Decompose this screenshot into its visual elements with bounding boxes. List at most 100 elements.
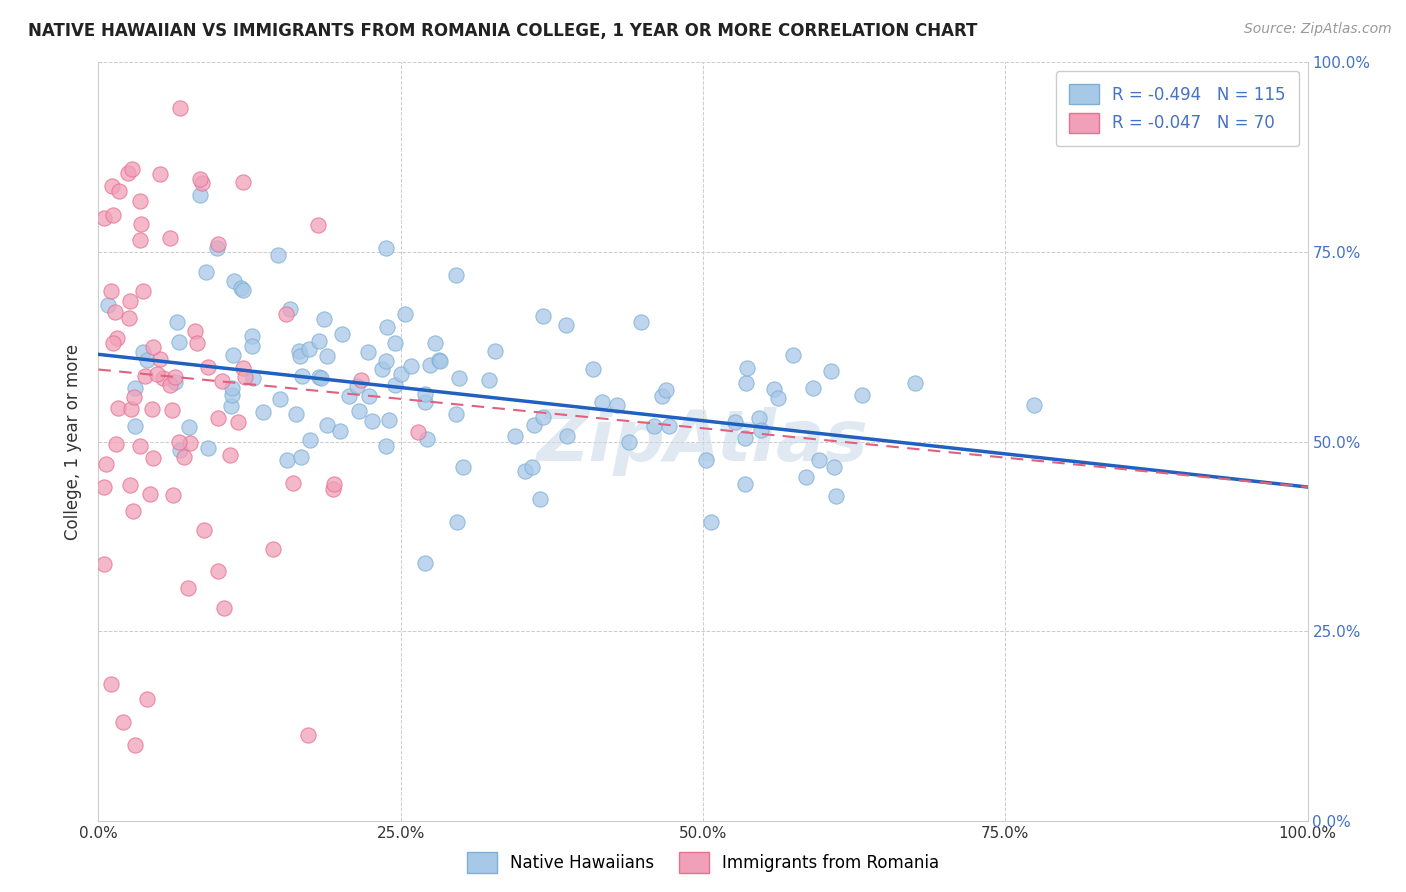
Legend: R = -0.494   N = 115, R = -0.047   N = 70: R = -0.494 N = 115, R = -0.047 N = 70 xyxy=(1056,70,1299,146)
Point xyxy=(97,298,120,312)
Point xyxy=(128,233,150,247)
Point xyxy=(735,376,758,390)
Point xyxy=(184,324,207,338)
Point xyxy=(132,284,155,298)
Point xyxy=(269,392,291,406)
Point xyxy=(531,309,554,323)
Point xyxy=(374,241,396,255)
Point xyxy=(177,581,200,595)
Point xyxy=(162,488,184,502)
Point xyxy=(276,452,298,467)
Point xyxy=(93,211,115,225)
Point xyxy=(229,281,252,295)
Point xyxy=(416,432,439,446)
Point xyxy=(197,360,219,375)
Point xyxy=(101,208,124,222)
Point xyxy=(297,728,319,742)
Point xyxy=(107,184,129,198)
Point xyxy=(766,391,789,405)
Point xyxy=(278,301,301,316)
Point xyxy=(520,459,543,474)
Point xyxy=(197,441,219,455)
Point xyxy=(446,515,468,529)
Point xyxy=(163,370,186,384)
Point xyxy=(323,476,346,491)
Point xyxy=(1024,398,1046,412)
Point xyxy=(281,475,304,490)
Point xyxy=(423,336,446,351)
Point xyxy=(186,336,208,351)
Point xyxy=(205,241,228,255)
Point xyxy=(118,478,141,492)
Point xyxy=(179,435,201,450)
Point xyxy=(221,348,243,362)
Point xyxy=(555,429,578,443)
Point xyxy=(413,394,436,409)
Point xyxy=(121,162,143,177)
Point xyxy=(394,307,416,321)
Point xyxy=(101,336,124,351)
Point xyxy=(131,345,153,359)
Point xyxy=(107,401,129,415)
Point xyxy=(308,370,330,384)
Point xyxy=(823,459,845,474)
Point xyxy=(299,433,322,447)
Point xyxy=(384,378,406,392)
Point xyxy=(329,424,352,438)
Point xyxy=(619,434,641,449)
Point xyxy=(346,379,368,393)
Point xyxy=(413,556,436,570)
Point xyxy=(117,166,139,180)
Point xyxy=(643,419,665,434)
Point xyxy=(801,381,824,395)
Point xyxy=(360,414,382,428)
Point xyxy=(322,482,344,496)
Point xyxy=(100,677,122,691)
Point xyxy=(734,431,756,445)
Point xyxy=(444,268,467,282)
Point xyxy=(149,352,172,367)
Point xyxy=(135,352,157,367)
Point xyxy=(315,349,337,363)
Point xyxy=(232,361,254,376)
Point xyxy=(374,354,396,368)
Point xyxy=(347,404,370,418)
Point xyxy=(104,437,127,451)
Point xyxy=(142,450,165,465)
Point xyxy=(219,399,242,413)
Point xyxy=(308,334,330,348)
Point xyxy=(737,361,759,376)
Point xyxy=(221,388,243,402)
Point xyxy=(262,542,284,557)
Point xyxy=(211,374,233,388)
Point xyxy=(851,387,873,401)
Point xyxy=(307,218,329,232)
Point xyxy=(105,331,128,345)
Point xyxy=(359,389,381,403)
Point xyxy=(141,402,163,417)
Y-axis label: College, 1 year or more: College, 1 year or more xyxy=(65,343,83,540)
Point xyxy=(903,376,925,390)
Point xyxy=(120,401,142,416)
Point xyxy=(129,218,152,232)
Point xyxy=(695,453,717,467)
Point xyxy=(193,523,215,537)
Point xyxy=(350,373,373,387)
Point xyxy=(606,398,628,412)
Legend: Native Hawaiians, Immigrants from Romania: Native Hawaiians, Immigrants from Romani… xyxy=(460,846,946,880)
Point xyxy=(93,480,115,494)
Point xyxy=(357,345,380,359)
Point xyxy=(160,402,183,417)
Point xyxy=(378,413,401,427)
Point xyxy=(298,342,321,356)
Point xyxy=(188,187,211,202)
Point xyxy=(142,340,165,354)
Point xyxy=(748,411,770,425)
Point xyxy=(224,274,246,288)
Point xyxy=(232,283,254,297)
Point xyxy=(429,353,451,368)
Point xyxy=(139,487,162,501)
Point xyxy=(401,359,423,373)
Point xyxy=(413,387,436,401)
Point xyxy=(794,470,817,484)
